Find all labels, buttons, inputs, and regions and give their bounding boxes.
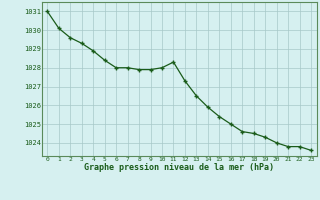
X-axis label: Graphe pression niveau de la mer (hPa): Graphe pression niveau de la mer (hPa) — [84, 163, 274, 172]
